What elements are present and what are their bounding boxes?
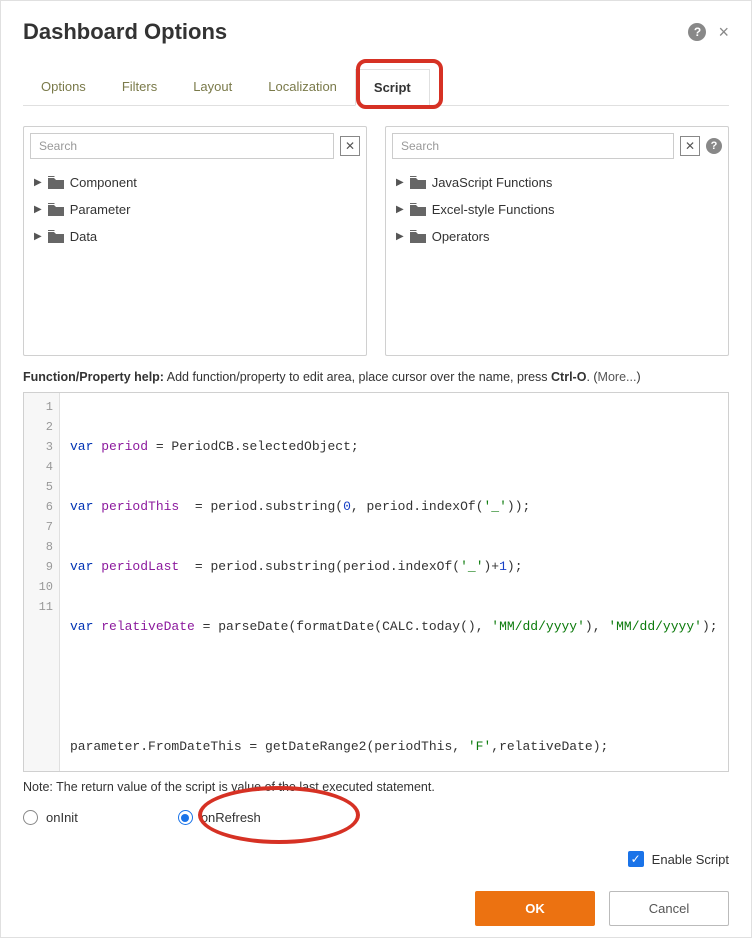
tree-label: JavaScript Functions [432,175,553,190]
tab-script[interactable]: Script [355,69,430,106]
dialog-title: Dashboard Options [23,19,227,45]
tab-options[interactable]: Options [23,69,104,105]
tree-item-excel-functions[interactable]: ▶ Excel-style Functions [396,196,718,223]
left-search-input[interactable] [30,133,334,159]
tree-item-component[interactable]: ▶ Component [34,169,356,196]
tab-filters[interactable]: Filters [104,69,175,105]
tree-label: Component [70,175,137,190]
tree-label: Excel-style Functions [432,202,555,217]
tree-item-data[interactable]: ▶ Data [34,223,356,250]
function-help-text: Function/Property help: Add function/pro… [23,370,729,384]
left-clear-icon[interactable]: ✕ [340,136,360,156]
tree-label: Parameter [70,202,131,217]
enable-script-label: Enable Script [652,852,729,867]
tree-label: Data [70,229,97,244]
enable-script-checkbox[interactable]: ✓ [628,851,644,867]
caret-right-icon: ▶ [396,231,404,242]
tree-label: Operators [432,229,490,244]
right-panel: ✕ ? ▶ JavaScript Functions ▶ Excel-style… [385,126,729,356]
tree-item-js-functions[interactable]: ▶ JavaScript Functions [396,169,718,196]
tab-layout[interactable]: Layout [175,69,250,105]
ok-button[interactable]: OK [475,891,595,926]
caret-right-icon: ▶ [34,177,42,188]
caret-right-icon: ▶ [396,204,404,215]
radio-onrefresh[interactable]: onRefresh [178,810,261,825]
code-content: var period = PeriodCB.selectedObject; va… [60,393,728,771]
folder-icon [410,176,426,189]
tab-localization[interactable]: Localization [250,69,355,105]
line-gutter: 1234567891011 [24,393,60,771]
help-icon[interactable]: ? [688,23,706,41]
close-icon[interactable]: × [718,23,729,41]
folder-icon [48,176,64,189]
code-editor[interactable]: 1234567891011 var period = PeriodCB.sele… [23,392,729,772]
right-search-input[interactable] [392,133,674,159]
left-panel: ✕ ▶ Component ▶ Parameter ▶ Data [23,126,367,356]
note-text: Note: The return value of the script is … [23,780,729,794]
radio-icon [178,810,193,825]
more-link[interactable]: More... [598,370,637,384]
folder-icon [410,203,426,216]
caret-right-icon: ▶ [34,204,42,215]
caret-right-icon: ▶ [396,177,404,188]
radio-icon [23,810,38,825]
cancel-button[interactable]: Cancel [609,891,729,926]
event-radios: onInit onRefresh [23,804,729,831]
right-clear-icon[interactable]: ✕ [680,136,700,156]
tree-item-parameter[interactable]: ▶ Parameter [34,196,356,223]
caret-right-icon: ▶ [34,231,42,242]
folder-icon [410,230,426,243]
tree-item-operators[interactable]: ▶ Operators [396,223,718,250]
folder-icon [48,230,64,243]
tabs: Options Filters Layout Localization Scri… [23,69,729,106]
folder-icon [48,203,64,216]
radio-oninit[interactable]: onInit [23,810,78,825]
dialog-header: Dashboard Options ? × [23,19,729,45]
panel-help-icon[interactable]: ? [706,138,722,154]
